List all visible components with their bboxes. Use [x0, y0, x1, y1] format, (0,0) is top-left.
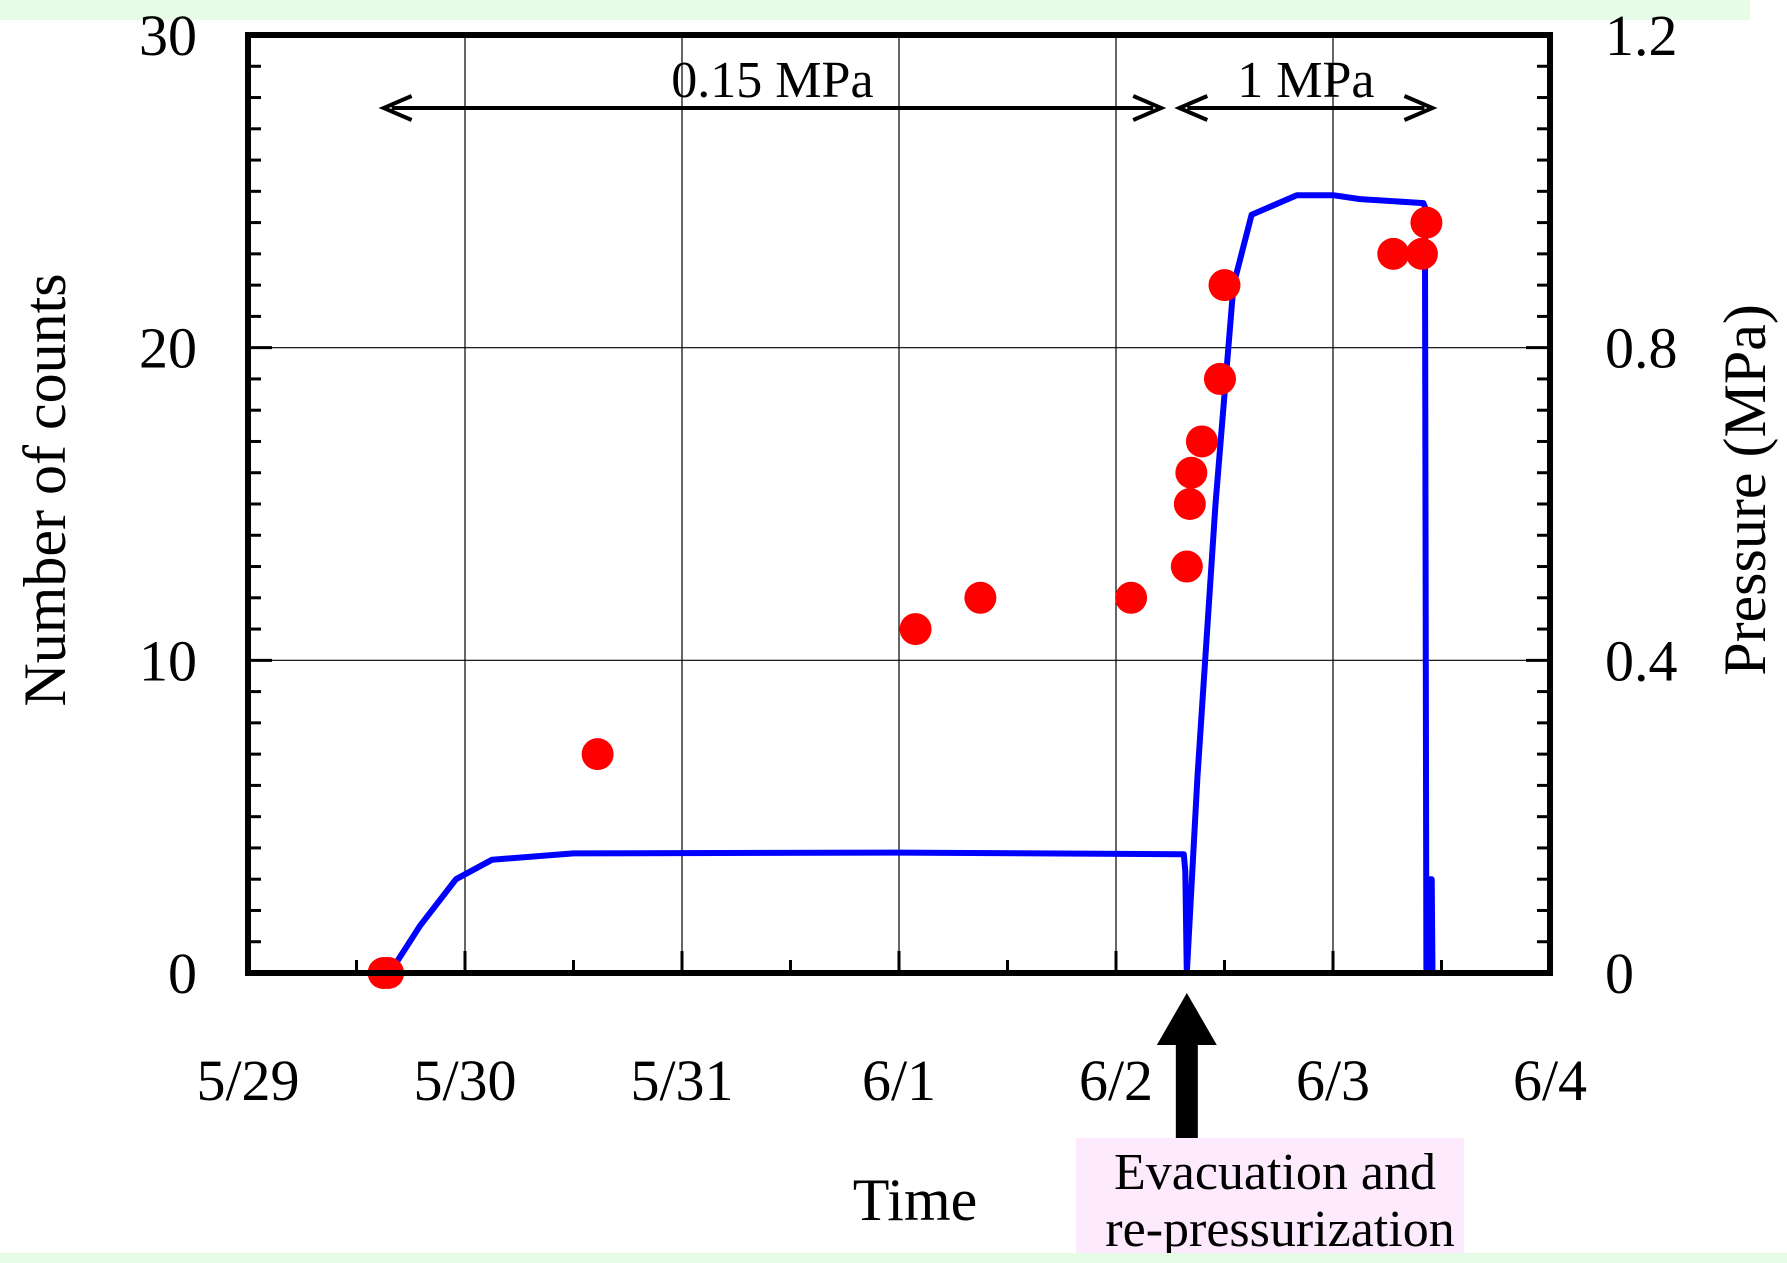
y-tick-label: 0: [168, 941, 197, 1006]
y-right-tick-label: 0.4: [1605, 628, 1678, 693]
y-tick-label: 10: [139, 628, 197, 693]
count-point: [581, 738, 614, 771]
bottom-banner: [0, 1253, 1787, 1263]
x-tick-label: 5/31: [630, 1048, 733, 1113]
count-point: [1410, 206, 1443, 239]
count-point: [1208, 269, 1241, 302]
right-y-axis-label: Pressure (MPa): [1712, 304, 1778, 676]
event-arrow-shaft: [1175, 1043, 1198, 1150]
count-point: [899, 613, 932, 646]
event-arrow-head: [1156, 993, 1217, 1045]
event-label-line1: Evacuation and: [1114, 1144, 1436, 1201]
count-point: [1175, 456, 1208, 489]
x-axis-label: Time: [853, 1167, 978, 1233]
x-tick-label: 6/4: [1513, 1048, 1587, 1113]
count-point: [964, 581, 997, 614]
count-point: [1405, 237, 1438, 270]
y-tick-label: 30: [139, 3, 197, 68]
grid-lines: [248, 35, 1550, 973]
count-point: [1115, 581, 1148, 614]
annotation-label: 1 MPa: [1237, 52, 1374, 109]
x-tick-label: 5/30: [413, 1048, 516, 1113]
y-tick-label: 20: [139, 316, 197, 381]
x-tick-label: 6/1: [862, 1048, 936, 1113]
y-right-tick-label: 1.2: [1605, 3, 1678, 68]
count-point: [1170, 550, 1203, 583]
pressure-annotations: 0.15 MPa 1 MPa: [378, 52, 1438, 122]
count-point: [1203, 362, 1236, 395]
x-tick-label: 5/29: [196, 1048, 299, 1113]
count-point: [1377, 237, 1410, 270]
annotation-arrow-head-right: [1132, 94, 1167, 122]
x-tick-label: 6/3: [1296, 1048, 1370, 1113]
right-y-tick-labels: 0 0.4 0.8 1.2: [1605, 3, 1678, 1006]
y-right-tick-label: 0: [1605, 941, 1634, 1006]
count-point: [1185, 425, 1218, 458]
top-banner: [0, 0, 1750, 20]
y-right-tick-label: 0.8: [1605, 316, 1678, 381]
counts-series: [367, 206, 1443, 989]
x-tick-label: 6/2: [1079, 1048, 1153, 1113]
annotation-arrow-head-left: [378, 94, 413, 122]
plot-frame: [245, 32, 1553, 976]
left-y-axis-label: Number of counts: [12, 273, 78, 706]
annotation-arrow-head-right: [1403, 94, 1438, 122]
x-tick-labels: 5/29 5/30 5/31 6/1 6/2 6/3 6/4: [196, 1048, 1587, 1113]
count-point: [1173, 488, 1206, 520]
pressure-line: [248, 192, 1436, 976]
left-y-tick-labels: 0 10 20 30: [139, 3, 197, 1006]
annotation-arrow-head-left: [1174, 94, 1209, 122]
event-label-box: [1076, 1138, 1464, 1253]
annotation-label: 0.15 MPa: [671, 52, 873, 109]
event-label-line2: re-pressurization: [1105, 1201, 1454, 1253]
pressure-series: [248, 192, 1436, 976]
event-marker: Evacuation and re-pressurization: [1076, 993, 1464, 1253]
